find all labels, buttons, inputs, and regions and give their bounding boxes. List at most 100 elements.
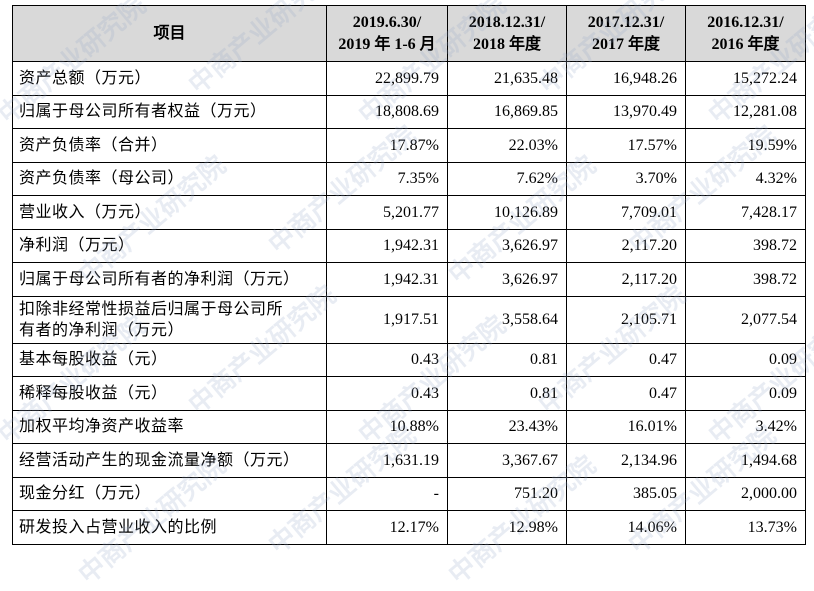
- value-cell: 14.06%: [566, 510, 686, 545]
- table-body: 资产总额（万元） 22,899.79 21,635.48 16,948.26 15,27…: [12, 61, 806, 545]
- value-cell: 1,942.31: [326, 262, 448, 297]
- value-cell: 17.87%: [326, 128, 448, 163]
- header-row: 项目 2019.6.30/2019 年 1-6 月 2018.12.31/2018 …: [12, 5, 806, 62]
- value-cell: 4.32%: [685, 161, 806, 196]
- value-cell: 3,367.67: [447, 443, 567, 478]
- cell-line: 基本每股收益（元）: [19, 351, 168, 369]
- value-cell: 7,428.17: [685, 195, 806, 230]
- value-cell: 16,948.26: [566, 61, 686, 96]
- cell-line: 2016 年度: [711, 35, 780, 53]
- value-cell: 10,126.89: [447, 195, 567, 230]
- value-cell: 2,105.71: [566, 295, 686, 344]
- value-cell: 16,869.85: [447, 94, 567, 129]
- value-cell: 3,626.97: [447, 262, 567, 297]
- cell-line: 资产负债率（母公司）: [19, 170, 185, 188]
- header-cell: 项目: [12, 5, 327, 62]
- table-row: 加权平均净资产收益率 10.88% 23.43% 16.01% 3.42%: [12, 409, 806, 444]
- value-cell: 2,134.96: [566, 443, 686, 478]
- row-label: 现金分红（万元）: [12, 476, 327, 511]
- header-cell: 2019.6.30/2019 年 1-6 月: [326, 5, 448, 62]
- cell-line: 归属于母公司所有者权益（万元）: [19, 103, 267, 121]
- table-row: 净利润（万元） 1,942.31 3,626.97 2,117.20 398.72: [12, 228, 806, 263]
- table-row: 经营活动产生的现金流量净额（万元） 1,631.19 3,367.67 2,134.9…: [12, 443, 806, 478]
- value-cell: 2,117.20: [566, 262, 686, 297]
- value-cell: 13.73%: [685, 510, 806, 545]
- row-label: 基本每股收益（元）: [12, 342, 327, 377]
- row-label: 资产总额（万元）: [12, 61, 327, 96]
- row-label: 资产负债率（母公司）: [12, 161, 327, 196]
- row-label: 扣除非经常性损益后归属于母公司所 有者的净利润（万元）: [12, 295, 327, 344]
- value-cell: -: [326, 476, 448, 511]
- table-row: 归属于母公司所有者权益（万元） 18,808.69 16,869.85 13,970.…: [12, 94, 806, 129]
- value-cell: 7,709.01: [566, 195, 686, 230]
- row-label: 加权平均净资产收益率: [12, 409, 327, 444]
- value-cell: 0.81: [447, 376, 567, 411]
- cell-line: 2017.12.31/: [587, 13, 665, 31]
- cell-line: 经营活动产生的现金流量净额（万元）: [19, 451, 300, 469]
- value-cell: 0.09: [685, 376, 806, 411]
- cell-line: 2019 年 1-6 月: [338, 35, 436, 53]
- table-row: 资产负债率（母公司） 7.35% 7.62% 3.70% 4.32%: [12, 161, 806, 196]
- value-cell: 2,117.20: [566, 228, 686, 263]
- row-label: 资产负债率（合并）: [12, 128, 327, 163]
- row-label: 经营活动产生的现金流量净额（万元）: [12, 443, 327, 478]
- value-cell: 12,281.08: [685, 94, 806, 129]
- financial-table: 项目 2019.6.30/2019 年 1-6 月 2018.12.31/2018 …: [12, 5, 806, 545]
- value-cell: 10.88%: [326, 409, 448, 444]
- table-row: 扣除非经常性损益后归属于母公司所 有者的净利润（万元） 1,917.51 3,558.…: [12, 295, 806, 344]
- header-cell: 2016.12.31/2016 年度: [685, 5, 806, 62]
- value-cell: 12.98%: [447, 510, 567, 545]
- cell-line: 项目: [153, 24, 186, 42]
- value-cell: 21,635.48: [447, 61, 567, 96]
- table-row: 现金分红（万元） -751.20 385.05 2,000.00: [12, 476, 806, 511]
- value-cell: 1,942.31: [326, 228, 448, 263]
- value-cell: 13,970.49: [566, 94, 686, 129]
- value-cell: 15,272.24: [685, 61, 806, 96]
- value-cell: 3.70%: [566, 161, 686, 196]
- value-cell: 7.35%: [326, 161, 448, 196]
- cell-line: 稀释每股收益（元）: [19, 384, 168, 402]
- value-cell: 0.09: [685, 342, 806, 377]
- row-label: 研发投入占营业收入的比例: [12, 510, 327, 545]
- table-wrap: 项目 2019.6.30/2019 年 1-6 月 2018.12.31/2018 …: [12, 5, 806, 545]
- cell-line: 研发投入占营业收入的比例: [19, 518, 218, 536]
- value-cell: 3.42%: [685, 409, 806, 444]
- cell-line: 资产总额（万元）: [19, 69, 152, 87]
- value-cell: 0.47: [566, 376, 686, 411]
- cell-line: 扣除非经常性损益后归属于母公司所: [19, 300, 284, 318]
- value-cell: 751.20: [447, 476, 567, 511]
- table-row: 研发投入占营业收入的比例 12.17% 12.98% 14.06% 13.73%: [12, 510, 806, 545]
- cell-line: 2016.12.31/: [707, 13, 784, 31]
- cell-line: 有者的净利润（万元）: [19, 321, 185, 339]
- value-cell: 0.43: [326, 376, 448, 411]
- value-cell: 2,000.00: [685, 476, 806, 511]
- value-cell: 22,899.79: [326, 61, 448, 96]
- value-cell: 398.72: [685, 262, 806, 297]
- value-cell: 398.72: [685, 228, 806, 263]
- row-label: 归属于母公司所有者权益（万元）: [12, 94, 327, 129]
- row-label: 营业收入（万元）: [12, 195, 327, 230]
- cell-line: 资产负债率（合并）: [19, 136, 168, 154]
- cell-line: 加权平均净资产收益率: [19, 418, 185, 436]
- table-row: 营业收入（万元） 5,201.77 10,126.89 7,709.01 7,428.1…: [12, 195, 806, 230]
- value-cell: 1,631.19: [326, 443, 448, 478]
- cell-line: 2019.6.30/: [352, 13, 422, 31]
- value-cell: 19.59%: [685, 128, 806, 163]
- value-cell: 3,558.64: [447, 295, 567, 344]
- value-cell: 18,808.69: [326, 94, 448, 129]
- value-cell: 5,201.77: [326, 195, 448, 230]
- table-row: 归属于母公司所有者的净利润（万元） 1,942.31 3,626.97 2,117.2…: [12, 262, 806, 297]
- value-cell: 12.17%: [326, 510, 448, 545]
- cell-line: 净利润（万元）: [19, 237, 135, 255]
- value-cell: 2,077.54: [685, 295, 806, 344]
- row-label: 归属于母公司所有者的净利润（万元）: [12, 262, 327, 297]
- cell-line: 2018 年度: [472, 35, 541, 53]
- table-row: 基本每股收益（元） 0.43 0.81 0.47 0.09: [12, 342, 806, 377]
- value-cell: 0.43: [326, 342, 448, 377]
- value-cell: 0.81: [447, 342, 567, 377]
- value-cell: 16.01%: [566, 409, 686, 444]
- value-cell: 385.05: [566, 476, 686, 511]
- value-cell: 7.62%: [447, 161, 567, 196]
- value-cell: 22.03%: [447, 128, 567, 163]
